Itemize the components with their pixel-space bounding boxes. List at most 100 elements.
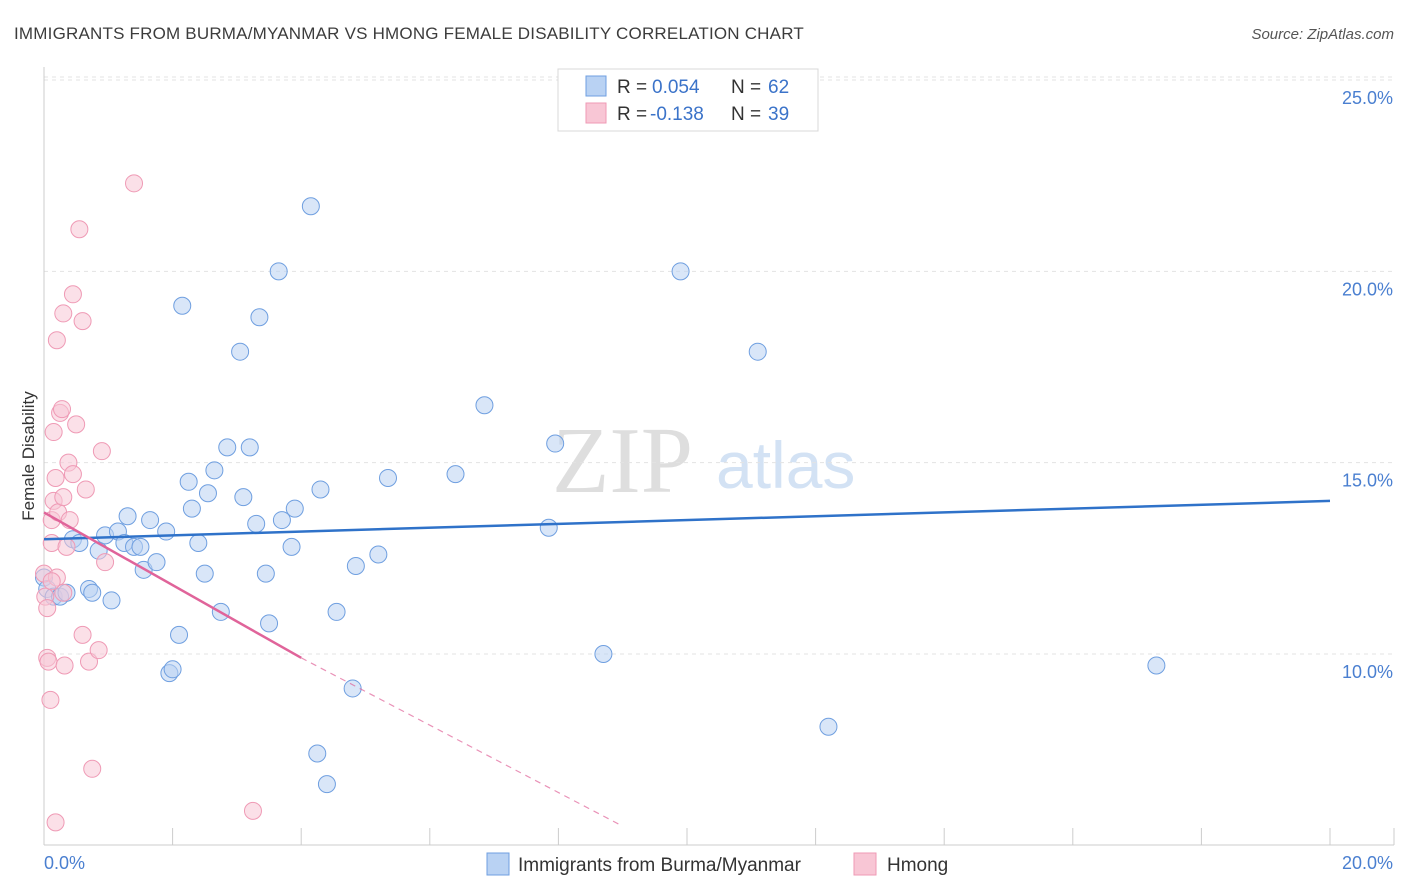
hmong-point (89, 641, 108, 660)
chart-source: Source: ZipAtlas.com (1251, 26, 1394, 43)
hmong-point (46, 813, 65, 832)
burma-point (256, 564, 275, 583)
legend-n-value-hmong: 39 (768, 104, 789, 125)
x-tick-labels: 0.0% 20.0% (44, 853, 1393, 873)
burma-point (234, 488, 253, 507)
burma-point (475, 396, 494, 415)
burma-point (141, 511, 160, 530)
hmong-point (57, 537, 76, 556)
burma-point (327, 602, 346, 621)
hmong-point (73, 625, 92, 644)
legend-r-value-hmong: -0.138 (650, 104, 704, 125)
bottom-legend-swatch-burma (486, 852, 510, 876)
hmong-point (243, 801, 262, 820)
hmong-point (41, 690, 60, 709)
burma-point (218, 438, 237, 457)
watermark-zip: ZIP (552, 409, 693, 513)
x-tick-label: 0.0% (44, 853, 85, 873)
y-tick-label: 25.0% (1342, 88, 1393, 108)
burma-point (179, 472, 198, 491)
bottom-legend-label-burma: Immigrants from Burma/Myanmar (518, 855, 802, 876)
hmong-point (38, 599, 57, 618)
hmong-point (67, 415, 86, 434)
bottom-legend-label-hmong: Hmong (887, 855, 948, 876)
burma-point (195, 564, 214, 583)
burma-point (819, 717, 838, 736)
burma-point (260, 614, 279, 633)
hmong-point (53, 400, 72, 419)
burma-point (272, 511, 291, 530)
legend-r-label-burma: R = (617, 77, 647, 98)
burma-point (369, 545, 388, 564)
burma-point (83, 583, 102, 602)
hmong-point (42, 534, 61, 553)
burma-point (157, 522, 176, 541)
burma-point (748, 342, 767, 361)
hmong-point (63, 465, 82, 484)
hmong-point (54, 583, 73, 602)
bottom-legend: Immigrants from Burma/Myanmar Hmong (486, 852, 948, 876)
hmong-point (73, 312, 92, 331)
legend-swatch-hmong (585, 102, 607, 124)
burma-point (147, 553, 166, 572)
legend-r-label-hmong: R = (617, 104, 647, 125)
burma-point (118, 507, 137, 526)
legend-swatch-burma (585, 75, 607, 97)
burma-point (198, 484, 217, 503)
y-tick-label: 20.0% (1342, 279, 1393, 299)
burma-point (446, 465, 465, 484)
hmong-trend-extension (300, 657, 623, 827)
hmong-point (54, 304, 73, 323)
hmong-point (96, 553, 115, 572)
bottom-legend-swatch-hmong (853, 852, 877, 876)
watermark-atlas: atlas (716, 428, 855, 502)
hmong-point (76, 480, 95, 499)
hmong-trend-line (43, 511, 302, 659)
burma-point (247, 514, 266, 533)
burma-point (189, 534, 208, 553)
hmong-point (46, 468, 65, 487)
hmong-point (125, 174, 144, 193)
hmong-point (63, 285, 82, 304)
y-tick-label: 15.0% (1342, 471, 1393, 491)
burma-point (131, 537, 150, 556)
burma-point (671, 262, 690, 281)
legend-box: R = 0.054 N = 62 R = -0.138 N = 39 (557, 68, 819, 132)
burma-point (285, 499, 304, 518)
burma-point (317, 775, 336, 794)
hmong-point (39, 652, 58, 671)
y-axis-label: Female Disability (19, 391, 38, 521)
y-tick-labels: 10.0% 15.0% 20.0% 25.0% (1342, 88, 1393, 682)
burma-point (308, 744, 327, 763)
series-hmong-points (35, 174, 262, 832)
hmong-point (44, 423, 63, 442)
axes (43, 67, 1395, 846)
burma-point (269, 262, 288, 281)
y-tick-label: 10.0% (1342, 662, 1393, 682)
burma-point (240, 438, 259, 457)
burma-point (546, 434, 565, 453)
chart-title: IMMIGRANTS FROM BURMA/MYANMAR VS HMONG F… (14, 24, 804, 43)
trend-lines (43, 499, 1331, 827)
burma-point (231, 342, 250, 361)
hmong-point (70, 220, 89, 239)
hmong-point (83, 759, 102, 778)
legend-n-label-hmong: N = (731, 104, 761, 125)
x-tick-label: 20.0% (1342, 853, 1393, 873)
hmong-point (92, 442, 111, 461)
burma-point (346, 556, 365, 575)
hmong-point (55, 656, 74, 675)
gridlines (44, 76, 1394, 655)
watermark: ZIP atlas (552, 409, 855, 513)
burma-point (205, 461, 224, 480)
burma-point (170, 625, 189, 644)
burma-trend-line (43, 499, 1331, 541)
burma-point (379, 468, 398, 487)
burma-point (343, 679, 362, 698)
burma-point (594, 645, 613, 663)
hmong-point (80, 652, 99, 671)
burma-point (102, 591, 121, 610)
burma-point (301, 197, 320, 216)
legend-r-value-burma: 0.054 (652, 77, 700, 98)
